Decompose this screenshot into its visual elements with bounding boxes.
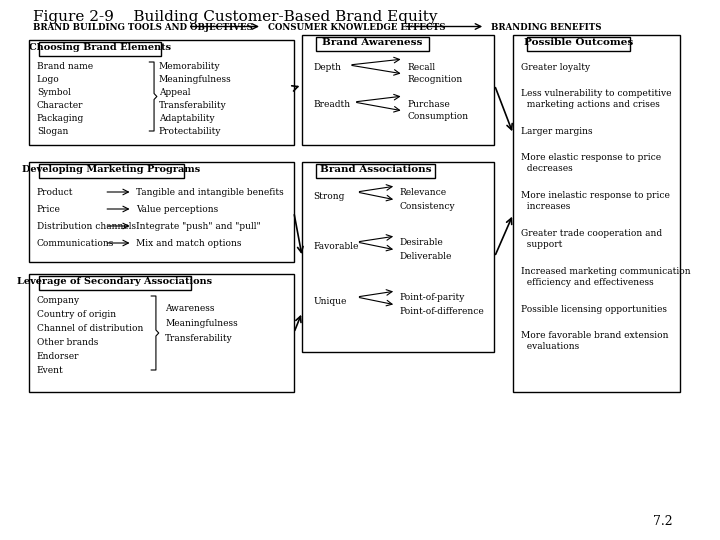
Text: increases: increases — [521, 202, 570, 211]
Text: Channel of distribution: Channel of distribution — [37, 324, 143, 333]
Text: Price: Price — [37, 205, 60, 214]
Text: Slogan: Slogan — [37, 127, 68, 136]
Text: More inelastic response to price: More inelastic response to price — [521, 191, 670, 200]
Text: Character: Character — [37, 101, 84, 110]
Text: Country of origin: Country of origin — [37, 310, 116, 319]
FancyBboxPatch shape — [302, 162, 495, 352]
Text: Consistency: Consistency — [400, 202, 455, 211]
Text: Symbol: Symbol — [37, 88, 71, 97]
Text: Mix and match options: Mix and match options — [136, 239, 242, 248]
Text: Greater trade cooperation and: Greater trade cooperation and — [521, 229, 662, 238]
Text: Other brands: Other brands — [37, 338, 98, 347]
Text: Brand Associations: Brand Associations — [320, 165, 431, 174]
Text: Point-of-parity: Point-of-parity — [400, 293, 465, 302]
FancyBboxPatch shape — [527, 37, 631, 51]
Text: BRANDING BENEFITS: BRANDING BENEFITS — [491, 23, 601, 32]
Text: Company: Company — [37, 296, 80, 305]
Text: More favorable brand extension: More favorable brand extension — [521, 331, 668, 340]
Text: Appeal: Appeal — [158, 88, 190, 97]
Text: Transferability: Transferability — [166, 334, 233, 343]
Text: Meaningfulness: Meaningfulness — [166, 319, 238, 328]
Text: Tangible and intangible benefits: Tangible and intangible benefits — [136, 188, 284, 197]
Text: Brand name: Brand name — [37, 62, 93, 71]
Text: Point-of-difference: Point-of-difference — [400, 307, 485, 316]
Text: Greater loyalty: Greater loyalty — [521, 63, 590, 72]
Text: Desirable: Desirable — [400, 238, 444, 247]
Text: Integrate "push" and "pull": Integrate "push" and "pull" — [136, 222, 261, 231]
Text: 7.2: 7.2 — [653, 515, 672, 528]
FancyBboxPatch shape — [39, 42, 161, 56]
FancyBboxPatch shape — [316, 37, 429, 51]
Text: Packaging: Packaging — [37, 114, 84, 123]
Text: Possible licensing opportunities: Possible licensing opportunities — [521, 305, 667, 314]
Text: Deliverable: Deliverable — [400, 252, 452, 261]
Text: support: support — [521, 240, 562, 249]
Text: Developing Marketing Programs: Developing Marketing Programs — [22, 165, 200, 174]
Text: Breadth: Breadth — [313, 100, 351, 109]
Text: Consumption: Consumption — [408, 112, 469, 121]
FancyBboxPatch shape — [39, 164, 184, 178]
FancyBboxPatch shape — [30, 40, 294, 145]
Text: Less vulnerability to competitive: Less vulnerability to competitive — [521, 89, 671, 98]
Text: Recall: Recall — [408, 63, 436, 72]
Text: Meaningfulness: Meaningfulness — [158, 75, 232, 84]
Text: Endorser: Endorser — [37, 352, 79, 361]
Text: Brand Awareness: Brand Awareness — [323, 38, 423, 47]
FancyBboxPatch shape — [302, 35, 495, 145]
Text: Relevance: Relevance — [400, 188, 447, 197]
Text: Adaptability: Adaptability — [158, 114, 215, 123]
Text: Strong: Strong — [313, 192, 345, 201]
Text: Protectability: Protectability — [158, 127, 221, 136]
FancyBboxPatch shape — [30, 274, 294, 392]
Text: evaluations: evaluations — [521, 342, 579, 351]
Text: Distribution channels: Distribution channels — [37, 222, 136, 231]
Text: Possible Outcomes: Possible Outcomes — [524, 38, 634, 47]
Text: Logo: Logo — [37, 75, 60, 84]
Text: Choosing Brand Elements: Choosing Brand Elements — [29, 43, 171, 52]
Text: marketing actions and crises: marketing actions and crises — [521, 100, 660, 109]
Text: Transferability: Transferability — [158, 101, 227, 110]
Text: Recognition: Recognition — [408, 75, 462, 84]
Text: Favorable: Favorable — [313, 242, 359, 251]
Text: Depth: Depth — [313, 63, 341, 72]
Text: Memorability: Memorability — [158, 62, 220, 71]
Text: Event: Event — [37, 366, 63, 375]
Text: Communications: Communications — [37, 239, 114, 248]
Text: More elastic response to price: More elastic response to price — [521, 153, 661, 162]
Text: efficiency and effectiveness: efficiency and effectiveness — [521, 278, 654, 287]
FancyBboxPatch shape — [513, 35, 680, 392]
Text: Awareness: Awareness — [166, 304, 215, 313]
FancyBboxPatch shape — [39, 276, 191, 290]
Text: Product: Product — [37, 188, 73, 197]
Text: BRAND BUILDING TOOLS AND OBJECTIVES: BRAND BUILDING TOOLS AND OBJECTIVES — [33, 23, 253, 32]
Text: Leverage of Secondary Associations: Leverage of Secondary Associations — [17, 277, 212, 286]
Text: CONSUMER KNOWLEDGE EFFECTS: CONSUMER KNOWLEDGE EFFECTS — [268, 23, 445, 32]
Text: decreases: decreases — [521, 164, 572, 173]
Text: Larger margins: Larger margins — [521, 127, 593, 136]
Text: Purchase: Purchase — [408, 100, 450, 109]
FancyBboxPatch shape — [316, 164, 436, 178]
Text: Value perceptions: Value perceptions — [136, 205, 218, 214]
Text: Unique: Unique — [313, 297, 347, 306]
Text: Increased marketing communication: Increased marketing communication — [521, 267, 690, 276]
FancyBboxPatch shape — [30, 162, 294, 262]
Text: Figure 2-9    Building Customer-Based Brand Equity: Figure 2-9 Building Customer-Based Brand… — [33, 10, 438, 24]
